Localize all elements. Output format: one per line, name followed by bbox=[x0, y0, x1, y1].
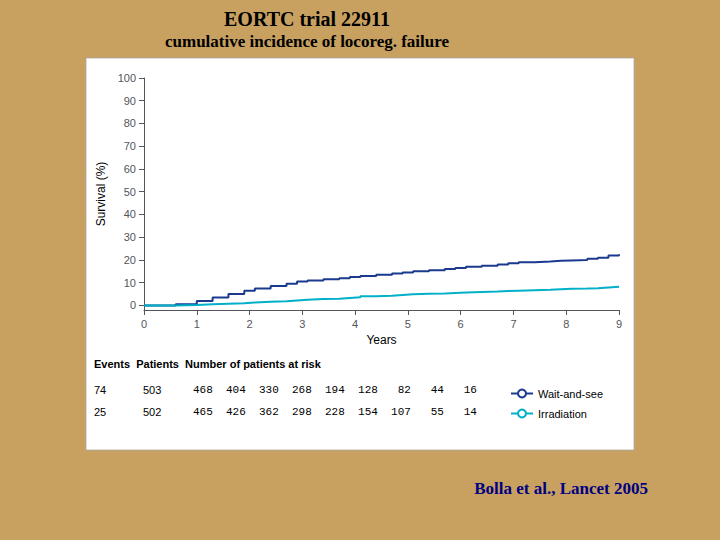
svg-text:8: 8 bbox=[563, 318, 569, 330]
svg-text:10: 10 bbox=[124, 277, 136, 289]
svg-text:Bolla et al., Lancet 2005: Bolla et al., Lancet 2005 bbox=[474, 479, 648, 498]
svg-text:1: 1 bbox=[194, 318, 200, 330]
svg-text:Survival (%): Survival (%) bbox=[94, 162, 108, 227]
svg-text:502: 502 bbox=[143, 406, 161, 418]
svg-text:25: 25 bbox=[94, 406, 106, 418]
svg-text:Irradiation: Irradiation bbox=[538, 408, 587, 420]
svg-text:100: 100 bbox=[118, 72, 136, 84]
svg-text:80: 80 bbox=[124, 117, 136, 129]
svg-text:cumulative incidence of locore: cumulative incidence of locoreg. failure bbox=[165, 32, 450, 51]
svg-text:6: 6 bbox=[458, 318, 464, 330]
svg-text:503: 503 bbox=[143, 384, 161, 396]
svg-text:Events Patients Number of pa: Events Patients Number of patients at ri… bbox=[94, 358, 322, 370]
svg-text:2: 2 bbox=[246, 318, 252, 330]
svg-text:9: 9 bbox=[616, 318, 622, 330]
svg-text:Wait-and-see: Wait-and-see bbox=[538, 388, 603, 400]
svg-text:0: 0 bbox=[130, 299, 136, 311]
svg-text:30: 30 bbox=[124, 231, 136, 243]
svg-text:60: 60 bbox=[124, 163, 136, 175]
svg-text:90: 90 bbox=[124, 95, 136, 107]
svg-text:7: 7 bbox=[510, 318, 516, 330]
svg-text:70: 70 bbox=[124, 140, 136, 152]
svg-text:40: 40 bbox=[124, 208, 136, 220]
svg-text:20: 20 bbox=[124, 254, 136, 266]
svg-text:50: 50 bbox=[124, 186, 136, 198]
svg-text:74: 74 bbox=[94, 384, 106, 396]
svg-text:Years: Years bbox=[366, 333, 396, 347]
svg-text:468 404 330 268 194 128: 468 404 330 268 194 128 82 44 16 bbox=[193, 384, 477, 396]
svg-text:0: 0 bbox=[141, 318, 147, 330]
svg-text:EORTC trial 22911: EORTC trial 22911 bbox=[224, 8, 390, 30]
svg-text:3: 3 bbox=[299, 318, 305, 330]
svg-text:465 426 362 298 228 154: 465 426 362 298 228 154 107 55 14 bbox=[193, 406, 477, 418]
svg-text:5: 5 bbox=[405, 318, 411, 330]
svg-text:4: 4 bbox=[352, 318, 358, 330]
